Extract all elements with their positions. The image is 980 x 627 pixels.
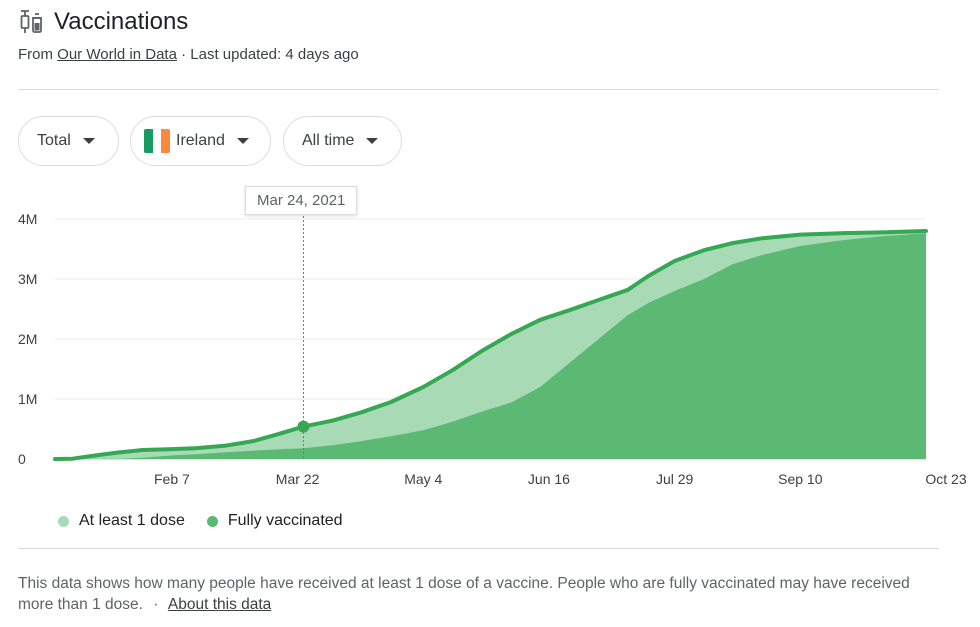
y-tick-label: 1M [18, 391, 37, 407]
footnote: This data shows how many people have rec… [18, 573, 938, 615]
y-tick-label: 3M [18, 271, 37, 287]
footnote-separator: · [153, 596, 159, 613]
hover-tooltip: Mar 24, 2021 [245, 186, 358, 215]
range-label: All time [302, 132, 355, 149]
about-data-link[interactable]: About this data [167, 596, 272, 613]
x-tick-label: Sep 10 [778, 471, 823, 487]
country-label: Ireland [176, 132, 225, 149]
legend-item-full[interactable]: Fully vaccinated [206, 512, 343, 530]
x-tick-label: May 4 [404, 471, 442, 487]
chevron-down-icon [366, 138, 379, 144]
metric-dropdown[interactable]: Total [18, 116, 119, 166]
source-line: From Our World in Data · Last updated: 4… [18, 46, 359, 63]
legend-swatch [206, 515, 218, 527]
y-tick-label: 2M [18, 331, 37, 347]
page-title: Vaccinations [54, 8, 189, 35]
metric-label: Total [37, 132, 71, 149]
legend-swatch [58, 515, 69, 527]
y-tick-label: 0 [18, 451, 26, 467]
chart-legend: At least 1 dose Fully vaccinated [58, 512, 365, 530]
source-prefix: From [18, 46, 53, 63]
x-tick-label: Feb 7 [154, 471, 190, 487]
divider-bottom [18, 548, 939, 549]
divider-top [18, 89, 939, 90]
chevron-down-icon [236, 138, 249, 144]
x-tick-label: Jul 29 [656, 471, 694, 487]
footnote-text: This data shows how many people have rec… [18, 575, 910, 613]
legend-label: At least 1 dose [79, 512, 185, 529]
y-tick-label: 4M [18, 211, 37, 227]
line-at-least-1-dose [53, 229, 928, 461]
hover-point [297, 420, 310, 433]
chevron-down-icon [82, 138, 95, 144]
last-updated: · Last updated: 4 days ago [181, 46, 359, 63]
time-range-dropdown[interactable]: All time [283, 116, 402, 166]
x-tick-label: Mar 22 [276, 471, 320, 487]
card-header: Vaccinations [18, 6, 188, 38]
area-fully-vaccinated [55, 233, 926, 459]
syringe-vial-icon [20, 10, 42, 33]
legend-label: Fully vaccinated [227, 512, 343, 529]
legend-item-dose1[interactable]: At least 1 dose [58, 512, 185, 530]
source-link[interactable]: Our World in Data [57, 46, 177, 63]
x-tick-label: Jun 16 [528, 471, 570, 487]
country-dropdown[interactable]: Ireland [130, 116, 271, 166]
vaccination-chart[interactable]: 0 1M 2M 3M 4M Feb 7 Mar 22 May 4 Jun 16 Jul 29 Sep… [0, 200, 980, 500]
ireland-flag-icon [144, 129, 170, 153]
x-tick-label: Oct 23 [925, 471, 966, 487]
